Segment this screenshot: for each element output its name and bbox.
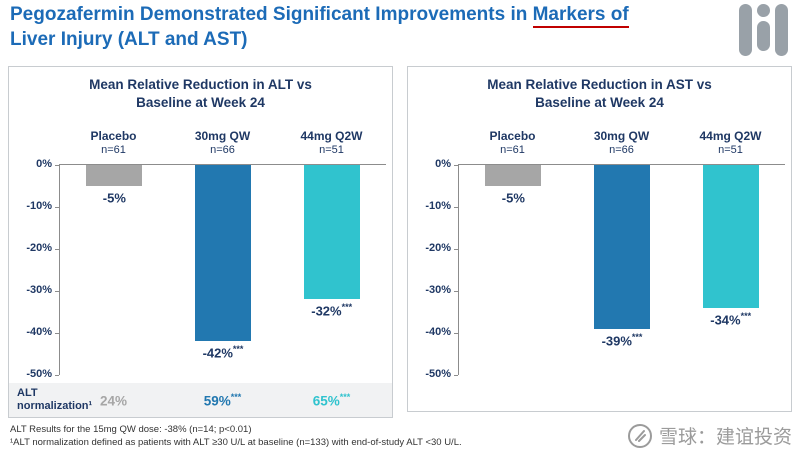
y-axis-tick-label: -10% [26,200,52,213]
y-axis-tick-label: -10% [425,200,451,213]
y-axis-tick-label: -50% [26,368,52,381]
company-logo-icon [739,4,788,56]
dose-30mg-bar [594,165,650,329]
y-axis-tick-label: 0% [36,158,52,171]
group-header-placebo: Placebo n=61 [458,129,567,156]
group-header-44mg-q2w: 44mg Q2W n=51 [676,129,785,156]
logo-pill [739,4,752,56]
bar-value-label: -39%*** [601,331,643,349]
y-axis-tick-label: 0% [435,158,451,171]
logo-pill [757,21,770,51]
y-axis-tick-mark [55,333,59,335]
group-label: Placebo [489,129,536,144]
page-title: Pegozafermin Demonstrated Significant Im… [10,2,725,52]
y-axis-tick-label: -40% [26,326,52,339]
placebo-bar [485,165,542,187]
alt-chart-title-line1: Mean Relative Reduction in ALT vs [89,77,312,92]
y-axis-tick-mark [55,375,59,377]
group-n: n=66 [210,144,235,157]
bar-value-label: -32%*** [311,302,353,319]
ast-plot-area: -5% -39%*** -34%*** 0% -10% -20% -30% -40% -5… [425,158,785,380]
group-label: 30mg QW [593,129,650,144]
bar-column: -5% [60,165,169,375]
group-header-30mg-qw: 30mg QW n=66 [567,129,676,156]
title-line1-underlined: Markers of [532,4,629,28]
alt-plot-area: -5% -42%*** -32%*** 0% -10% -20% -30% -40% -5… [26,158,386,380]
y-axis-tick-mark [454,165,458,167]
bar-value-label: -5% [102,190,126,206]
alt-chart-panel: Mean Relative Reduction in ALT vs Baseli… [8,66,393,418]
bar-column: -32%*** [277,165,386,375]
title-line1-prefix: Pegozafermin Demonstrated Significant Im… [10,4,533,25]
footnotes: ALT Results for the 15mg QW dose: -38% (… [10,423,462,450]
bar-value-label: -34%*** [710,310,752,328]
group-n: n=66 [609,144,634,157]
xueqiu-logo-icon [627,423,652,448]
bar-column: -42%*** [169,165,278,375]
y-axis-tick-label: -50% [425,368,451,381]
y-axis-tick-label: -40% [425,326,451,339]
alt-chart-title: Mean Relative Reduction in ALT vs Baseli… [17,76,384,111]
y-axis-tick-label: -30% [425,284,451,297]
group-header-placebo: Placebo n=61 [59,129,168,156]
bar-value-label: -5% [501,190,525,206]
ast-chart-title-line1: Mean Relative Reduction in AST vs [487,77,712,92]
logo-pill [775,4,788,56]
bar-value-label: -42%*** [202,344,244,361]
alt-normalization-label: ALT normalization¹ [17,387,93,413]
y-axis-tick-mark [55,207,59,209]
alt-group-headers: Placebo n=61 30mg QW n=66 44mg Q2W n=51 [59,129,386,162]
bar-column: -34%*** [676,165,785,375]
y-axis-tick-mark [454,291,458,293]
normalization-value-30mg: 59%*** [203,391,242,409]
logo-dot [757,4,770,17]
footnote-line2: ¹ALT normalization defined as patients w… [10,437,462,449]
logo-stack [757,4,770,51]
group-n: n=61 [101,144,126,157]
normalization-value-44mg: 65%*** [312,391,351,409]
y-axis-tick-mark [55,249,59,251]
group-label: 30mg QW [194,129,251,144]
watermark: 雪球：建谊投资 [627,422,792,449]
y-axis-tick-mark [55,291,59,293]
group-n: n=51 [718,144,743,157]
y-axis-tick-mark [454,249,458,251]
alt-normalization-values: 24% 59%*** 65%*** [59,392,386,409]
y-axis-tick-label: -20% [425,242,451,255]
ast-group-headers: Placebo n=61 30mg QW n=66 44mg Q2W n=51 [458,129,785,162]
group-n: n=61 [500,144,525,157]
alt-chart-title-line2: Baseline at Week 24 [136,94,265,110]
dose-44mg-bar [303,165,360,300]
bar-column: -39%*** [568,165,677,375]
group-label: 44mg Q2W [699,129,762,144]
group-n: n=51 [319,144,344,157]
ast-chart-panel: Mean Relative Reduction in AST vs Baseli… [407,66,792,412]
group-label: Placebo [90,129,137,144]
normalization-value-placebo: 24% [99,393,128,409]
dose-30mg-bar [195,165,251,342]
watermark-text: 雪球：建谊投资 [658,427,792,448]
y-axis-tick-mark [55,165,59,167]
alt-normalization-row: ALT normalization¹ 24% 59%*** 65%*** [9,383,392,417]
chart-panels: Mean Relative Reduction in ALT vs Baseli… [8,66,792,418]
y-axis-tick-mark [454,207,458,209]
dose-44mg-bar [702,165,759,308]
placebo-bar [86,165,143,187]
footnote-line1: ALT Results for the 15mg QW dose: -38% (… [10,424,252,435]
y-axis-tick-mark [454,375,458,377]
y-axis-tick-mark [454,333,458,335]
y-axis-tick-label: -30% [26,284,52,297]
ast-chart-title: Mean Relative Reduction in AST vs Baseli… [416,76,783,111]
group-label: 44mg Q2W [300,129,363,144]
ast-chart-title-line2: Baseline at Week 24 [535,94,664,110]
y-axis-tick-label: -20% [26,242,52,255]
title-line2: Liver Injury (ALT and AST) [10,29,248,51]
group-header-30mg-qw: 30mg QW n=66 [168,129,277,156]
group-header-44mg-q2w: 44mg Q2W n=51 [277,129,386,156]
bar-column: -5% [459,165,568,375]
